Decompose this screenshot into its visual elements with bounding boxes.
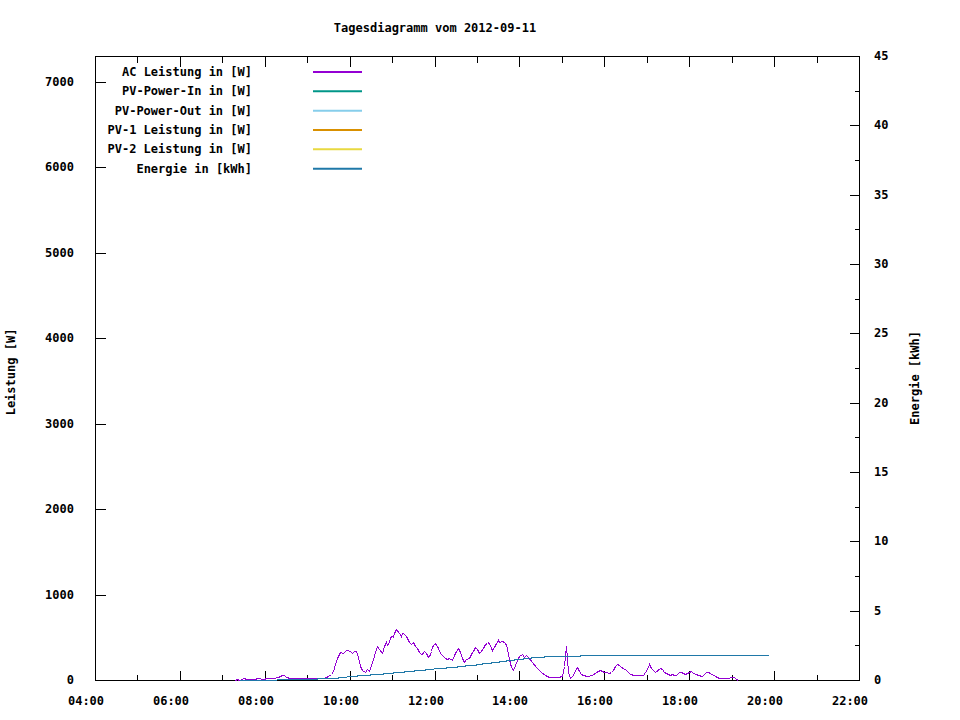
y-right-tick-label: 40 — [874, 118, 888, 132]
y-left-tick-label: 5000 — [45, 246, 74, 260]
y-left-tick-label: 1000 — [45, 588, 74, 602]
y-right-tick-label: 45 — [874, 49, 888, 63]
x-tick-label: 14:00 — [492, 694, 528, 708]
y-left-tick-label: 3000 — [45, 417, 74, 431]
plot-svg: AC Leistung in [W] PV-Power-In in [W] PV-P… — [0, 0, 960, 720]
legend: AC Leistung in [W] PV-Power-In in [W] PV-P… — [108, 65, 363, 176]
chart-title: Tagesdiagramm vom 2012-09-11 — [334, 21, 536, 35]
x-tick-label: 16:00 — [577, 694, 613, 708]
y-left-tick-label: 6000 — [45, 160, 74, 174]
y-left-tick-label: 0 — [67, 673, 74, 687]
y-left-tick-label: 7000 — [45, 75, 74, 89]
legend-label: PV-1 Leistung in [W] — [108, 123, 253, 137]
x-tick-label: 08:00 — [238, 694, 274, 708]
x-tick-label: 04:00 — [68, 694, 104, 708]
x-tick-label: 20:00 — [747, 694, 783, 708]
series-lines — [236, 630, 769, 681]
x-tick-label: 18:00 — [662, 694, 698, 708]
x-tick-label: 12:00 — [408, 694, 444, 708]
y-right-tick-label: 0 — [874, 673, 881, 687]
x-tick-label: 22:00 — [832, 694, 868, 708]
y-right-tick-label: 25 — [874, 326, 888, 340]
y-left-tick-label: 2000 — [45, 502, 74, 516]
legend-label: PV-Power-In in [W] — [122, 84, 252, 98]
y-left-tick-label: 4000 — [45, 331, 74, 345]
y-right-tick-label: 30 — [874, 257, 888, 271]
y-right-tick-label: 15 — [874, 465, 888, 479]
y-right-tick-label: 20 — [874, 396, 888, 410]
y-right-tick-label: 35 — [874, 188, 888, 202]
legend-label: AC Leistung in [W] — [122, 65, 252, 79]
legend-label: PV-2 Leistung in [W] — [108, 142, 253, 156]
chart-canvas: AC Leistung in [W] PV-Power-In in [W] PV-P… — [0, 0, 960, 720]
y-left-axis-title: Leistung [W] — [4, 329, 18, 416]
legend-label: Energie in [kWh] — [136, 162, 252, 176]
legend-label: PV-Power-Out in [W] — [115, 104, 252, 118]
y-right-tick-label: 5 — [874, 604, 881, 618]
y-right-axis-title: Energie [kWh] — [908, 331, 922, 425]
y-right-tick-label: 10 — [874, 534, 888, 548]
x-tick-label: 06:00 — [153, 694, 189, 708]
x-tick-label: 10:00 — [323, 694, 359, 708]
